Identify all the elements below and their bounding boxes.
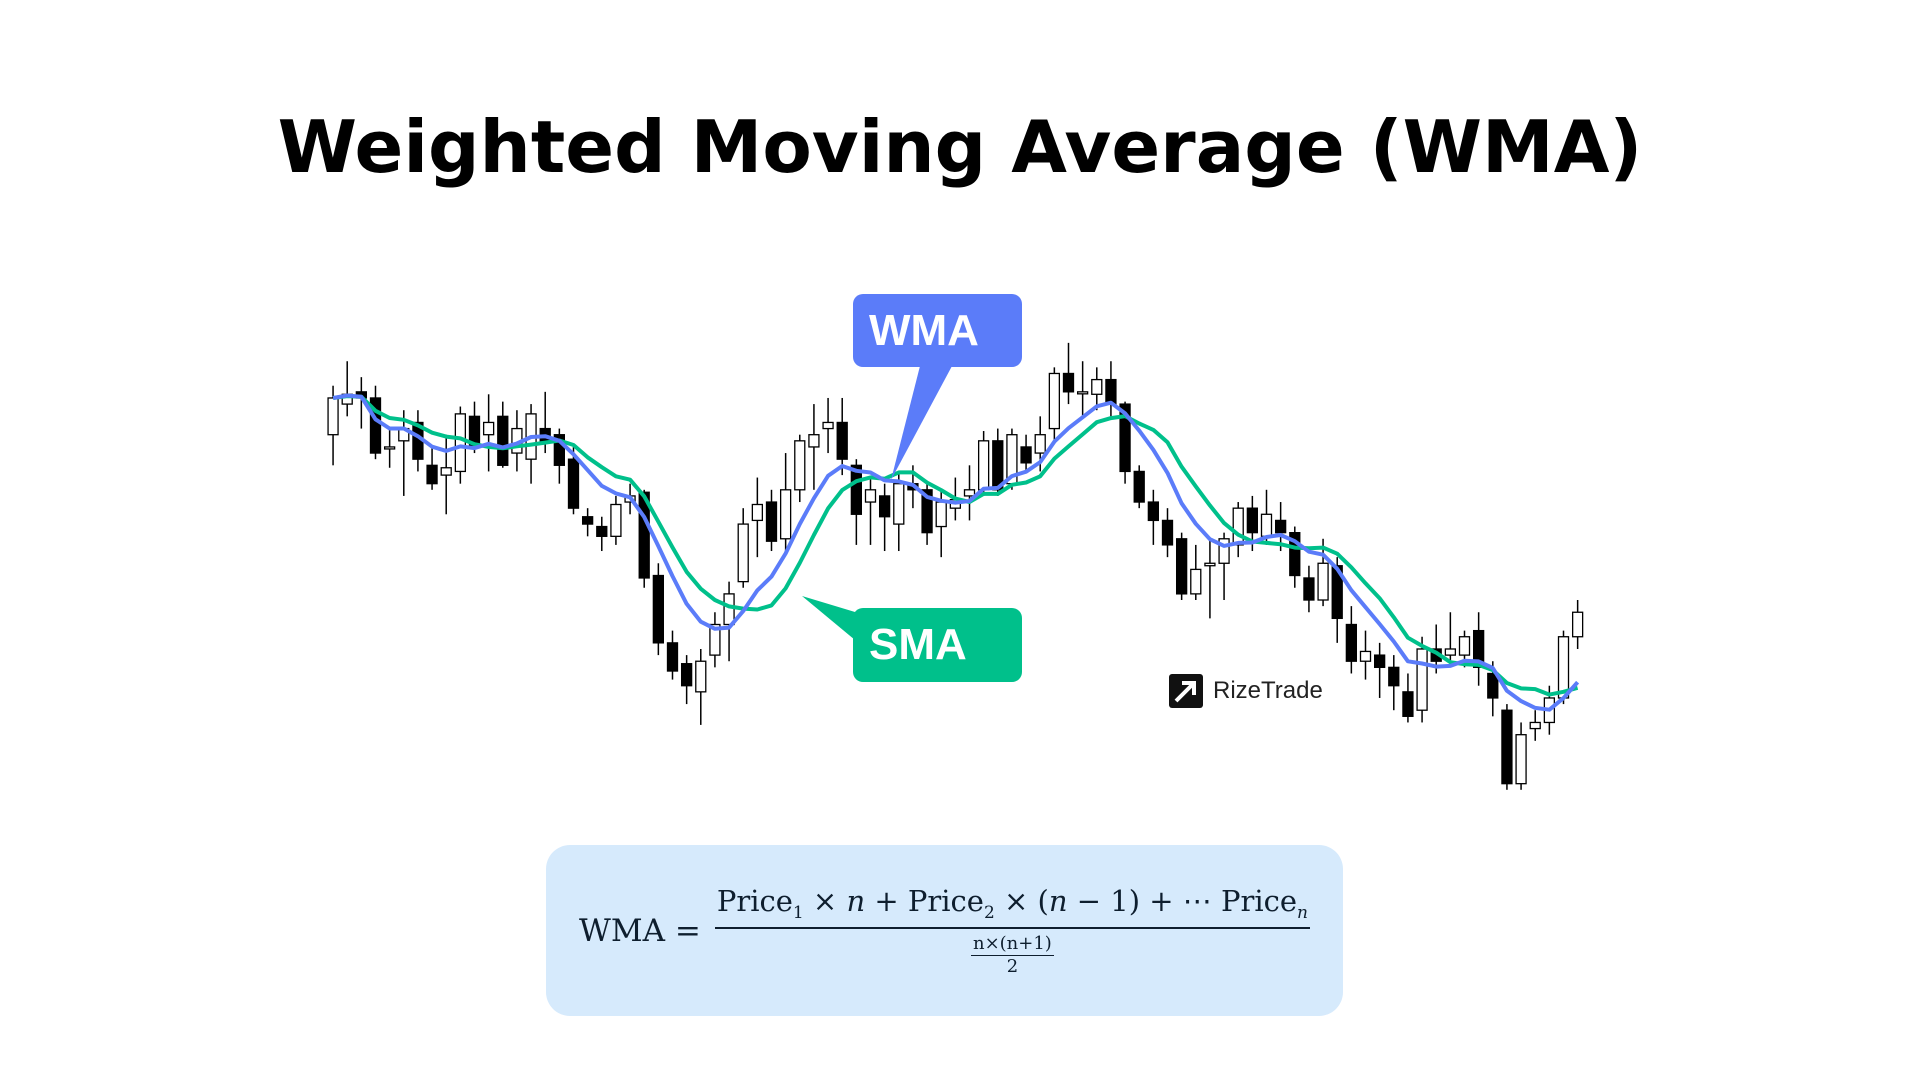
bullish-candle: [1529, 721, 1541, 730]
formula-numerator: Price1 × n + Price2 × (n − 1) + ⋯ Pricen: [714, 884, 1310, 929]
bullish-candle: [1416, 648, 1428, 711]
bullish-candle: [709, 623, 721, 656]
bullish-candle: [893, 483, 905, 525]
candles: [327, 342, 1584, 790]
bullish-candle: [1317, 562, 1329, 601]
bullish-candle: [1444, 648, 1457, 656]
bullish-candle: [822, 421, 834, 430]
wma-formula: WMA = Price1 × n + Price2 × (n − 1) + ⋯ …: [546, 845, 1343, 1016]
bearish-candle: [553, 434, 566, 466]
bullish-candle: [723, 593, 735, 626]
bullish-candle: [779, 489, 792, 540]
bullish-candle: [1515, 734, 1527, 785]
bullish-candle: [1359, 650, 1372, 662]
bullish-candle: [1190, 568, 1202, 595]
bullish-candle: [440, 467, 452, 476]
bearish-candle: [878, 495, 891, 518]
bearish-candle: [1119, 403, 1131, 473]
bullish-candle: [482, 421, 495, 436]
bearish-candle: [1274, 519, 1287, 534]
bearish-candle: [1105, 378, 1117, 405]
rizetrade-arrow-icon: [1169, 674, 1203, 708]
bearish-candle: [369, 397, 382, 454]
bearish-candle: [1345, 623, 1358, 662]
bearish-candle: [836, 421, 848, 460]
bullish-candle: [751, 503, 764, 522]
bearish-candle: [567, 458, 580, 509]
bearish-candle: [1402, 691, 1414, 717]
page-title: Weighted Moving Average (WMA): [277, 105, 1643, 189]
bullish-candle: [808, 434, 820, 448]
bullish-candle: [1076, 391, 1089, 395]
bearish-candle: [1373, 654, 1386, 669]
bullish-candle: [1091, 378, 1103, 395]
sma-callout-pointer: [802, 596, 855, 640]
bearish-candle: [426, 464, 438, 485]
bearish-candle: [1303, 577, 1315, 601]
formula-lhs: WMA =: [579, 912, 701, 949]
bullish-candle: [977, 440, 990, 491]
bullish-candle: [1048, 372, 1061, 430]
wma-callout-pointer: [891, 366, 952, 480]
bearish-candle: [497, 415, 509, 466]
bullish-candle: [327, 397, 339, 436]
bearish-candle: [1289, 532, 1301, 577]
bullish-candle: [794, 440, 806, 491]
bullish-candle: [935, 501, 947, 528]
formula-denominator: n×(n+1) 2: [970, 932, 1054, 977]
sma-line: [332, 394, 1579, 697]
bullish-candle: [1571, 611, 1584, 638]
rizetrade-logo: RizeTrade: [1169, 673, 1323, 709]
bullish-candle: [1204, 562, 1216, 567]
formula-fraction: Price1 × n + Price2 × (n − 1) + ⋯ Pricen…: [714, 884, 1310, 977]
bullish-candle: [1260, 513, 1273, 537]
bearish-candle: [1472, 629, 1485, 669]
bullish-candle: [1218, 538, 1230, 564]
bearish-candle: [1246, 507, 1259, 534]
sma-label: SMA: [853, 608, 1022, 682]
bullish-candle: [737, 523, 749, 583]
bullish-candle: [1458, 636, 1471, 656]
bearish-candle: [1133, 470, 1145, 503]
bullish-candle: [963, 489, 976, 497]
bearish-candle: [1161, 519, 1174, 546]
bearish-candle: [1487, 672, 1499, 699]
bearish-candle: [581, 516, 594, 525]
bearish-candle: [765, 501, 778, 542]
bullish-candle: [864, 489, 877, 503]
bearish-candle: [1501, 709, 1513, 785]
bearish-candle: [1175, 538, 1188, 595]
bearish-candle: [1388, 666, 1400, 687]
bearish-candle: [638, 491, 650, 579]
bearish-candle: [850, 464, 863, 515]
bullish-candle: [1232, 507, 1244, 546]
bearish-candle: [666, 642, 679, 672]
bullish-candle: [695, 660, 707, 693]
bullish-candle: [1034, 434, 1046, 454]
bearish-candle: [1020, 446, 1032, 464]
bearish-candle: [1147, 501, 1160, 522]
bearish-candle: [596, 525, 608, 537]
bullish-candle: [383, 446, 396, 450]
bearish-candle: [921, 489, 933, 534]
bearish-candle: [1331, 565, 1343, 620]
wma-line: [332, 393, 1580, 712]
bearish-candle: [680, 663, 693, 687]
bearish-candle: [1062, 372, 1075, 393]
bullish-candle: [610, 503, 622, 537]
wma-label: WMA: [853, 294, 1022, 367]
bearish-candle: [652, 574, 665, 644]
bullish-candle: [454, 413, 467, 473]
logo-text: RizeTrade: [1213, 677, 1323, 704]
